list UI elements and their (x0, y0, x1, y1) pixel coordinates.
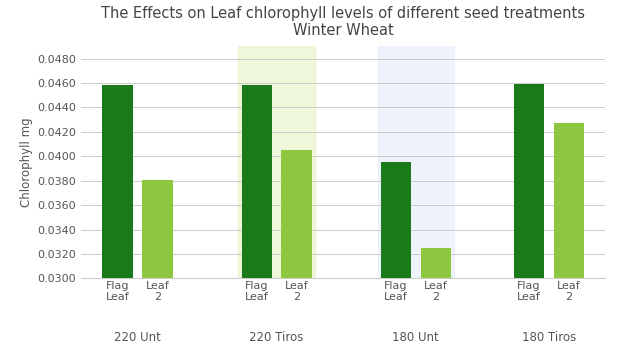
Bar (281, 150, 312, 278)
Bar (514, 84, 544, 278)
Text: 180 Unt: 180 Unt (392, 331, 439, 344)
Bar (554, 124, 584, 278)
Text: 220 Unt: 220 Unt (114, 331, 161, 344)
Bar (102, 85, 132, 278)
Bar (238, 46, 314, 278)
Title: The Effects on Leaf chlorophyll levels of different seed treatments
Winter Wheat: The Effects on Leaf chlorophyll levels o… (101, 6, 585, 38)
Y-axis label: Chlorophyll mg: Chlorophyll mg (20, 117, 33, 207)
Bar (142, 180, 172, 278)
Text: 180 Tiros: 180 Tiros (522, 331, 576, 344)
Text: 220 Tiros: 220 Tiros (250, 331, 304, 344)
Bar (381, 162, 411, 278)
Bar (378, 46, 454, 278)
Bar (241, 85, 272, 278)
Bar (421, 248, 451, 278)
